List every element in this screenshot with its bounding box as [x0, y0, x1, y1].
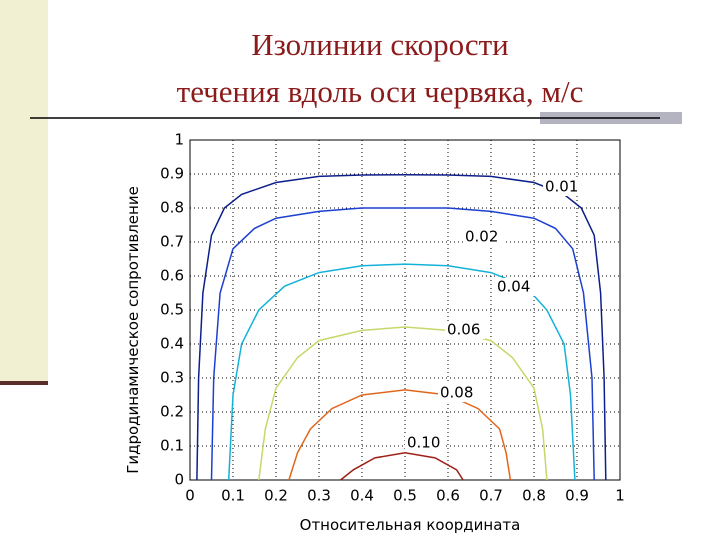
contour-label: 0.06: [447, 321, 480, 339]
contour-line: [288, 389, 512, 481]
x-tick-label: 0.5: [393, 487, 417, 505]
x-tick-label: 0.6: [436, 487, 460, 505]
y-tick-label: 0.5: [160, 301, 184, 319]
x-tick-label: 0.8: [522, 487, 546, 505]
y-tick-label: 0.9: [160, 165, 184, 183]
y-tick-label: 0.2: [160, 403, 184, 421]
contour-line: [196, 173, 607, 481]
y-tick-label: 0: [174, 471, 184, 489]
contour-line: [258, 326, 548, 481]
contour-line: [210, 207, 595, 481]
y-tick-label: 0.8: [160, 199, 184, 217]
contour-label: 0.08: [440, 384, 473, 402]
x-tick-label: 0.1: [221, 487, 245, 505]
y-tick-label: 1: [174, 131, 184, 149]
x-tick-label: 0.3: [307, 487, 331, 505]
contour-label-bg: [405, 434, 445, 452]
contour-label: 0.10: [407, 434, 440, 452]
contour-label: 0.01: [545, 178, 578, 196]
x-tick-label: 0.7: [479, 487, 503, 505]
contour-label: 0.02: [465, 228, 498, 246]
title-line: Изолинии скорости: [251, 27, 509, 62]
y-tick-label: 0.3: [160, 369, 184, 387]
x-tick-label: 0.4: [350, 487, 374, 505]
x-axis-label: Относительная координата: [300, 516, 521, 534]
contour-label-bg: [445, 321, 485, 339]
contour-label-bg: [463, 228, 503, 246]
contour-line: [340, 452, 464, 481]
contour-label-bg: [495, 278, 535, 296]
plot-frame: [189, 139, 621, 481]
contour-label-bg: [543, 178, 583, 196]
y-tick-label: 0.1: [160, 437, 184, 455]
contour-label: 0.04: [497, 278, 530, 296]
title-line: течения вдоль оси червяка, м/с: [177, 74, 584, 109]
side-band: [0, 0, 48, 384]
side-band-edge: [0, 381, 48, 385]
x-tick-label: 0: [185, 487, 195, 505]
contour-label-bg: [438, 384, 478, 402]
x-tick-label: 1: [615, 487, 625, 505]
x-tick-label: 0.9: [565, 487, 589, 505]
x-tick-label: 0.2: [264, 487, 288, 505]
y-axis-label: Гидродинамическое сопротивление: [124, 186, 142, 474]
y-tick-label: 0.7: [160, 233, 184, 251]
y-tick-label: 0.4: [160, 335, 184, 353]
y-tick-label: 0.6: [160, 267, 184, 285]
contour-line: [227, 263, 576, 481]
